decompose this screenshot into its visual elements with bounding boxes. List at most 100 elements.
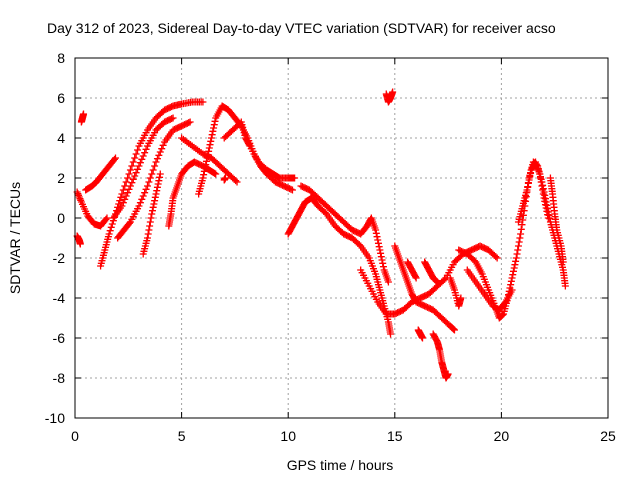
data-point [374, 236, 382, 244]
data-point [542, 204, 550, 212]
data-point [132, 150, 140, 158]
data-point [536, 174, 544, 182]
data-point [77, 196, 85, 204]
data-point [158, 145, 166, 153]
data-point [142, 185, 150, 193]
data-point [143, 182, 151, 190]
data-point [105, 230, 113, 238]
data-point [116, 197, 124, 205]
data-point [152, 190, 160, 198]
data-point [119, 199, 127, 207]
series-arc-y [463, 266, 516, 314]
data-point [136, 199, 144, 207]
data-point [517, 230, 525, 238]
series-arc-g [114, 118, 194, 242]
data-point [201, 164, 209, 172]
data-point [527, 169, 535, 177]
data-point [512, 257, 520, 265]
data-point [384, 278, 392, 286]
data-point [135, 162, 143, 170]
data-point [517, 225, 525, 233]
series-arc-l [220, 118, 299, 182]
data-point [186, 118, 194, 126]
data-point [156, 170, 164, 178]
data-point [210, 124, 218, 132]
data-point [200, 167, 208, 175]
data-point [508, 274, 516, 282]
series-arc-m [220, 174, 229, 184]
data-point [159, 141, 167, 149]
series-arc-i [165, 158, 220, 230]
data-point [209, 127, 217, 135]
data-point [80, 110, 88, 118]
data-point [546, 215, 554, 223]
y-tick-label: -8 [53, 370, 66, 386]
data-point [125, 170, 133, 178]
data-point [507, 277, 515, 285]
data-point [125, 219, 133, 227]
series-arc-s [404, 258, 420, 282]
data-point [125, 185, 133, 193]
series-arc-r [391, 242, 458, 334]
data-point [450, 325, 458, 333]
data-point [110, 155, 118, 163]
data-point [118, 190, 126, 198]
data-point [129, 175, 137, 183]
data-point [389, 88, 397, 96]
data-point [204, 151, 212, 159]
data-point [287, 185, 295, 193]
data-point [135, 202, 143, 210]
data-point [155, 151, 163, 159]
data-point [200, 171, 208, 179]
series-arc-u [421, 258, 441, 286]
data-point [146, 222, 154, 230]
data-point [514, 242, 522, 250]
data-point [512, 254, 520, 262]
data-point [206, 141, 214, 149]
data-point [541, 197, 549, 205]
data-point [449, 325, 457, 333]
data-point [75, 191, 83, 199]
series-arc-d [82, 154, 120, 194]
data-point [131, 154, 139, 162]
data-point [493, 254, 501, 262]
data-point [507, 281, 515, 289]
data-point [372, 229, 380, 237]
data-point [146, 174, 154, 182]
data-point [119, 186, 127, 194]
data-point [374, 239, 382, 247]
x-tick-label: 0 [71, 428, 79, 444]
y-tick-label: -4 [53, 290, 66, 306]
data-point [199, 98, 207, 106]
data-point [126, 182, 134, 190]
data-point [121, 195, 129, 203]
data-point [199, 174, 207, 182]
data-point [511, 261, 519, 269]
x-axis-label: GPS time / hours [287, 457, 394, 473]
data-point [185, 119, 193, 127]
data-point [518, 221, 526, 229]
data-point [151, 193, 159, 201]
data-point [411, 273, 419, 281]
y-tick-label: 2 [57, 170, 65, 186]
data-point [544, 211, 552, 219]
data-point [211, 169, 219, 177]
data-point [538, 182, 546, 190]
data-point [233, 178, 241, 186]
data-point [433, 278, 441, 286]
data-point [544, 214, 552, 222]
data-point [76, 240, 84, 248]
data-point [74, 190, 82, 198]
data-point [208, 131, 216, 139]
y-tick-label: -6 [53, 330, 66, 346]
data-point [202, 157, 210, 165]
data-point [126, 166, 134, 174]
plot-frame [74, 57, 609, 419]
data-point [524, 183, 532, 191]
data-point [202, 161, 210, 169]
data-point [211, 117, 219, 125]
data-point [525, 176, 533, 184]
series-arc-a [73, 188, 111, 230]
series-arc-b [77, 110, 88, 126]
data-point [205, 147, 213, 155]
